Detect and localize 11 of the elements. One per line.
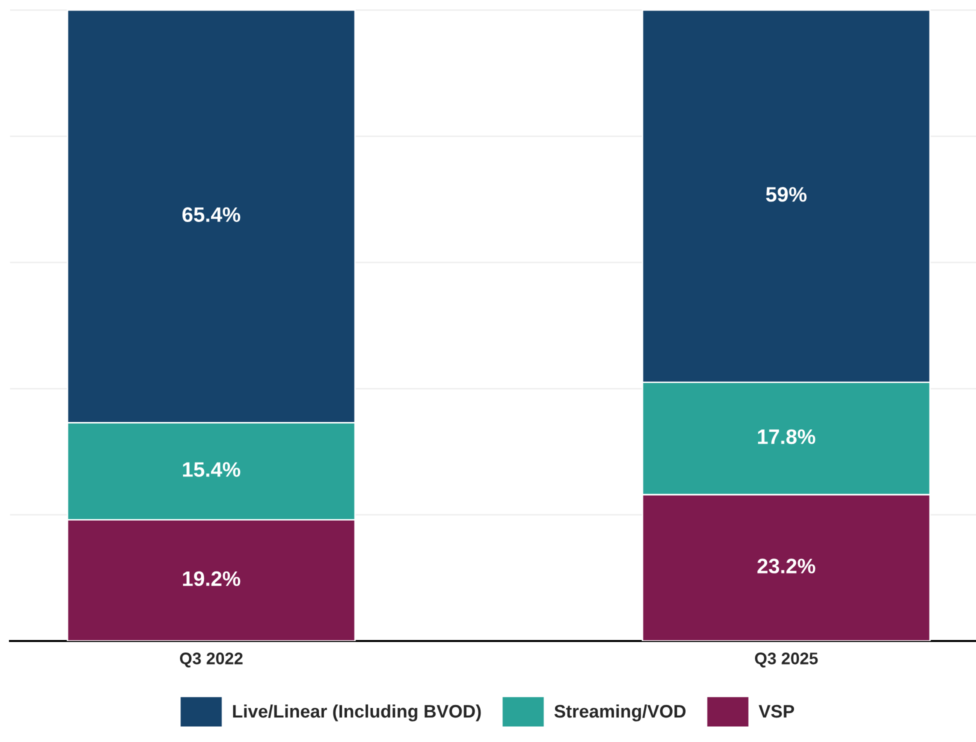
data-label: 65.4% [182, 207, 240, 222]
x-tick-label: Q3 2025 [754, 652, 818, 668]
legend-label: Streaming/VOD [554, 704, 686, 722]
legend-label: Live/Linear (Including BVOD) [233, 704, 481, 722]
data-label: 19.2% [183, 571, 240, 586]
legend-label: VSP [758, 704, 794, 718]
data-label: 59% [766, 187, 807, 202]
x-tick-label: Q3 2022 [180, 652, 243, 668]
data-label: 17.8% [758, 429, 816, 444]
data-label: 23.2% [757, 558, 816, 574]
data-label: 15.4% [183, 462, 240, 477]
